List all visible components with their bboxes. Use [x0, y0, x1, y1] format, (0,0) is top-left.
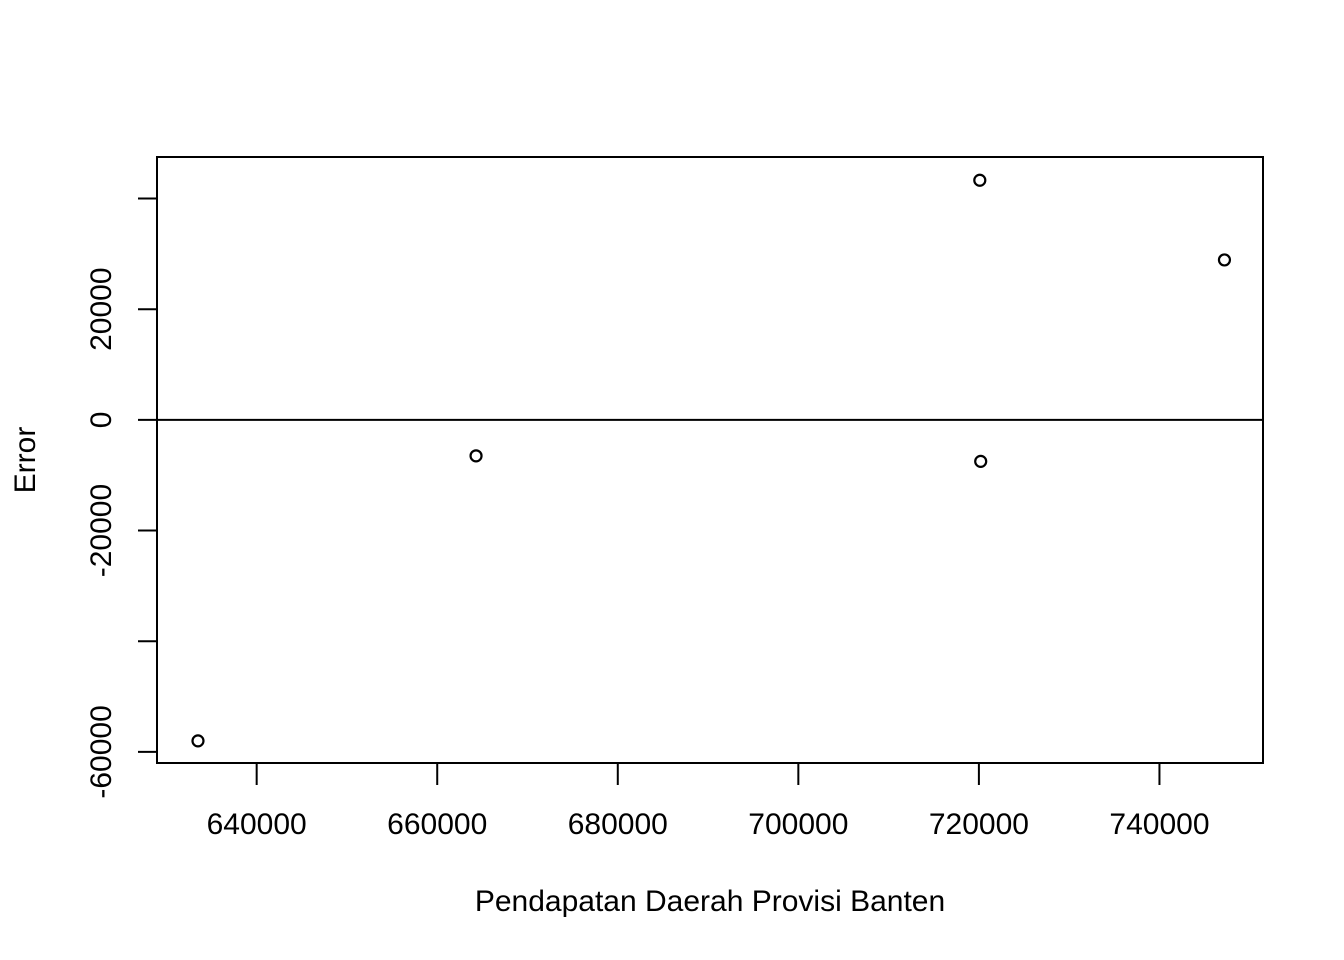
y-axis-label: Error: [9, 427, 42, 494]
x-tick-label: 740000: [1109, 808, 1209, 841]
x-tick-label: 660000: [387, 808, 487, 841]
x-tick-label: 640000: [207, 808, 307, 841]
data-point: [973, 173, 987, 187]
x-tick-label: 680000: [568, 808, 668, 841]
y-tick-label: -20000: [85, 484, 118, 577]
x-tick-label: 700000: [748, 808, 848, 841]
x-axis: 640000 660000 680000 700000 720000 740000: [207, 762, 1210, 841]
data-points: [191, 173, 1232, 748]
data-point: [1217, 253, 1232, 267]
data-point: [974, 454, 988, 468]
plot-frame: [156, 156, 1264, 764]
y-tick-label: -60000: [85, 705, 118, 798]
x-axis-label: Pendapatan Daerah Provisi Banten: [475, 885, 945, 918]
x-tick-label: 720000: [929, 808, 1029, 841]
y-axis: -60000 -20000 0 20000: [85, 197, 158, 799]
y-tick-label: 20000: [85, 267, 118, 350]
data-point: [469, 449, 483, 463]
y-tick-label: 0: [85, 412, 118, 429]
data-point: [191, 734, 205, 748]
